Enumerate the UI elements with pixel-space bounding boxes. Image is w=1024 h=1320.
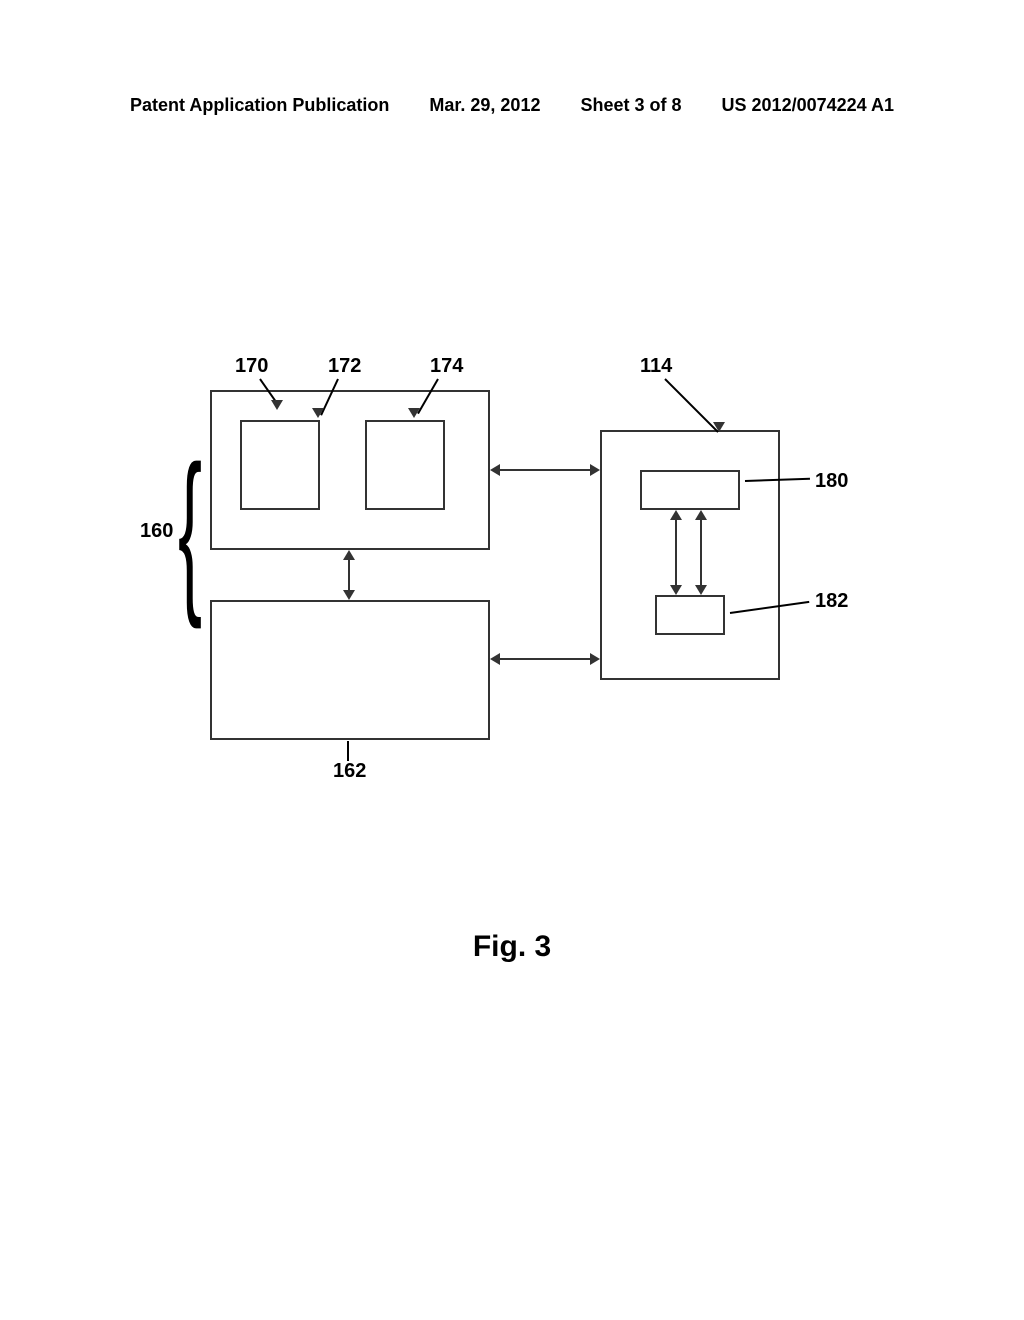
arrow-170-162-up [343, 550, 355, 560]
arrow-162-114-left [490, 653, 500, 665]
arrow-180-182-a [675, 520, 677, 587]
label-114: 114 [640, 355, 672, 378]
box-180 [640, 470, 740, 510]
label-172: 172 [328, 355, 361, 378]
leader-170-arrow [271, 400, 283, 410]
arrow-170-114-right [590, 464, 600, 476]
leader-114 [664, 378, 718, 432]
label-174: 174 [430, 355, 463, 378]
label-162: 162 [333, 760, 366, 783]
label-170: 170 [235, 355, 268, 378]
label-160: 160 [140, 520, 173, 543]
figure-3-diagram: 170 172 174 114 180 182 160 162 { [150, 360, 870, 860]
leader-172-arrow [312, 408, 324, 418]
leader-114-arrow [713, 422, 725, 432]
label-180: 180 [815, 470, 848, 493]
box-172 [240, 420, 320, 510]
leader-174-arrow [408, 408, 420, 418]
arrow-162-114 [500, 658, 590, 660]
arrow-180-182-a-up [670, 510, 682, 520]
arrow-170-114-left [490, 464, 500, 476]
arrow-170-114 [500, 469, 590, 471]
leader-162 [347, 741, 349, 761]
publication-number: US 2012/0074224 A1 [722, 95, 894, 116]
arrow-180-182-b-up [695, 510, 707, 520]
figure-caption: Fig. 3 [0, 930, 1024, 964]
page-header: Patent Application Publication Mar. 29, … [0, 95, 1024, 116]
arrow-180-182-a-down [670, 585, 682, 595]
arrow-180-182-b-down [695, 585, 707, 595]
arrow-170-162 [348, 560, 350, 592]
arrow-180-182-b [700, 520, 702, 587]
publication-date: Mar. 29, 2012 [429, 95, 540, 116]
sheet-number: Sheet 3 of 8 [580, 95, 681, 116]
box-162 [210, 600, 490, 740]
label-182: 182 [815, 590, 848, 613]
box-182 [655, 595, 725, 635]
arrow-170-162-down [343, 590, 355, 600]
arrow-162-114-right [590, 653, 600, 665]
publication-type: Patent Application Publication [130, 95, 389, 116]
brace-160: { [178, 440, 202, 620]
box-114 [600, 430, 780, 680]
box-174 [365, 420, 445, 510]
